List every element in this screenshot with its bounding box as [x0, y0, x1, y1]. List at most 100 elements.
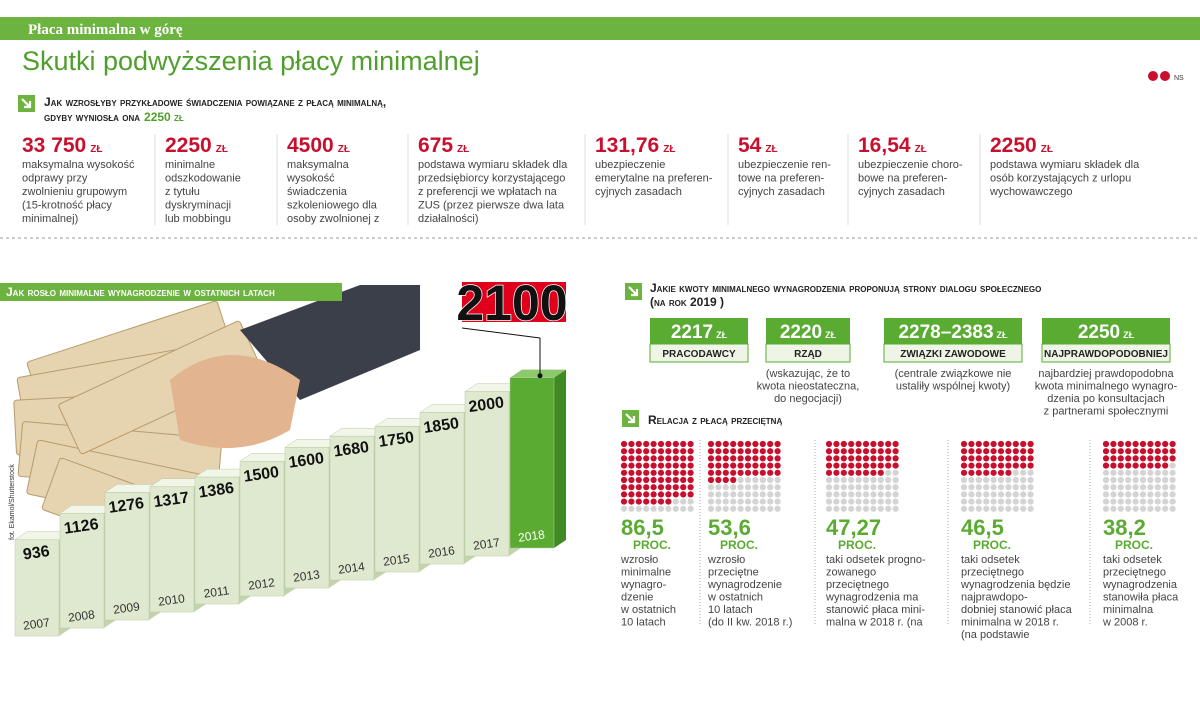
dot: [968, 505, 975, 512]
description: dzenie: [621, 592, 653, 604]
dot: [1027, 476, 1034, 484]
dot: [983, 498, 990, 505]
dot: [1012, 462, 1019, 469]
description: wzrosło: [707, 554, 745, 566]
dot: [774, 505, 781, 512]
dot: [840, 448, 847, 455]
dot: [833, 498, 840, 505]
dot: [877, 505, 884, 512]
dot: [1110, 448, 1117, 455]
dot: [715, 498, 722, 505]
dot: [707, 440, 715, 448]
dot: [1125, 469, 1132, 476]
dot: [840, 498, 847, 505]
dot: [620, 462, 628, 469]
dot: [650, 469, 657, 476]
dot: [1139, 455, 1147, 462]
dot: [960, 440, 968, 448]
dot: [680, 484, 687, 491]
dot: [744, 491, 752, 498]
description: (15-krotność płacy: [22, 200, 112, 212]
dot: [990, 455, 997, 462]
dot: [840, 440, 847, 448]
dot: [848, 455, 855, 462]
dot: [975, 498, 982, 505]
dot-unit: proc.: [720, 538, 758, 552]
dot: [650, 484, 657, 491]
dot: [722, 462, 729, 469]
dot: [672, 484, 679, 491]
dot: [1154, 476, 1161, 484]
dot: [752, 440, 759, 448]
bar: [104, 492, 150, 621]
description: minimalne: [621, 567, 671, 579]
dot: [833, 476, 840, 484]
dot: [774, 491, 781, 498]
dot: [1139, 469, 1147, 476]
value-label: 1600: [288, 450, 326, 472]
dot: [1139, 448, 1147, 455]
callout-dot: [537, 373, 543, 379]
dot: [990, 498, 997, 505]
value-label: 1386: [198, 480, 236, 502]
year-label: 2009: [112, 599, 141, 617]
dot: [730, 484, 737, 491]
dot: [840, 455, 847, 462]
dot: [855, 498, 862, 505]
dot: [1110, 491, 1117, 498]
dot: [862, 476, 870, 484]
dot: [687, 476, 694, 484]
dot: [892, 440, 899, 448]
dot: [752, 505, 759, 512]
dot: [840, 469, 847, 476]
dot: [744, 455, 752, 462]
dot: [620, 491, 628, 498]
dot: [960, 448, 968, 455]
dot: [855, 469, 862, 476]
dot: [1169, 484, 1176, 491]
dot: [1012, 498, 1019, 505]
dot: [825, 448, 833, 455]
dot: [885, 462, 892, 469]
dot: [752, 448, 759, 455]
chart-banner: [0, 283, 342, 301]
dot-value: 46,5: [961, 515, 1004, 540]
dot: [855, 448, 862, 455]
dot: [840, 505, 847, 512]
dot: [1125, 448, 1132, 455]
bar-side: [554, 369, 566, 548]
description: z tytułu: [165, 186, 200, 198]
dot: [1110, 476, 1117, 484]
dot: [643, 505, 650, 512]
amount-unit: zł: [1041, 139, 1053, 155]
dot: [1162, 491, 1169, 498]
dot: [1147, 505, 1154, 512]
dot: [665, 462, 672, 469]
dot: [833, 455, 840, 462]
dot: [722, 440, 729, 448]
dot: [997, 476, 1005, 484]
dot: [885, 448, 892, 455]
dot: [759, 448, 766, 455]
dot-value: 86,5: [621, 515, 664, 540]
dot: [848, 462, 855, 469]
description: zowanego: [826, 567, 876, 579]
dot: [840, 476, 847, 484]
dot: [650, 491, 657, 498]
description: ZUS (przez pierwsze dwa lata: [418, 200, 565, 212]
dot: [983, 462, 990, 469]
dot: [1005, 440, 1012, 448]
dot: [737, 448, 744, 455]
dot: [1139, 440, 1147, 448]
dot: [862, 440, 870, 448]
dot-grid: [707, 440, 781, 512]
dot: [1132, 476, 1139, 484]
dot: [1005, 455, 1012, 462]
dot: [825, 484, 833, 491]
dot: [975, 462, 982, 469]
dot: [657, 505, 665, 512]
dot: [1169, 476, 1176, 484]
dot: [737, 484, 744, 491]
dot: [737, 455, 744, 462]
dot: [983, 484, 990, 491]
